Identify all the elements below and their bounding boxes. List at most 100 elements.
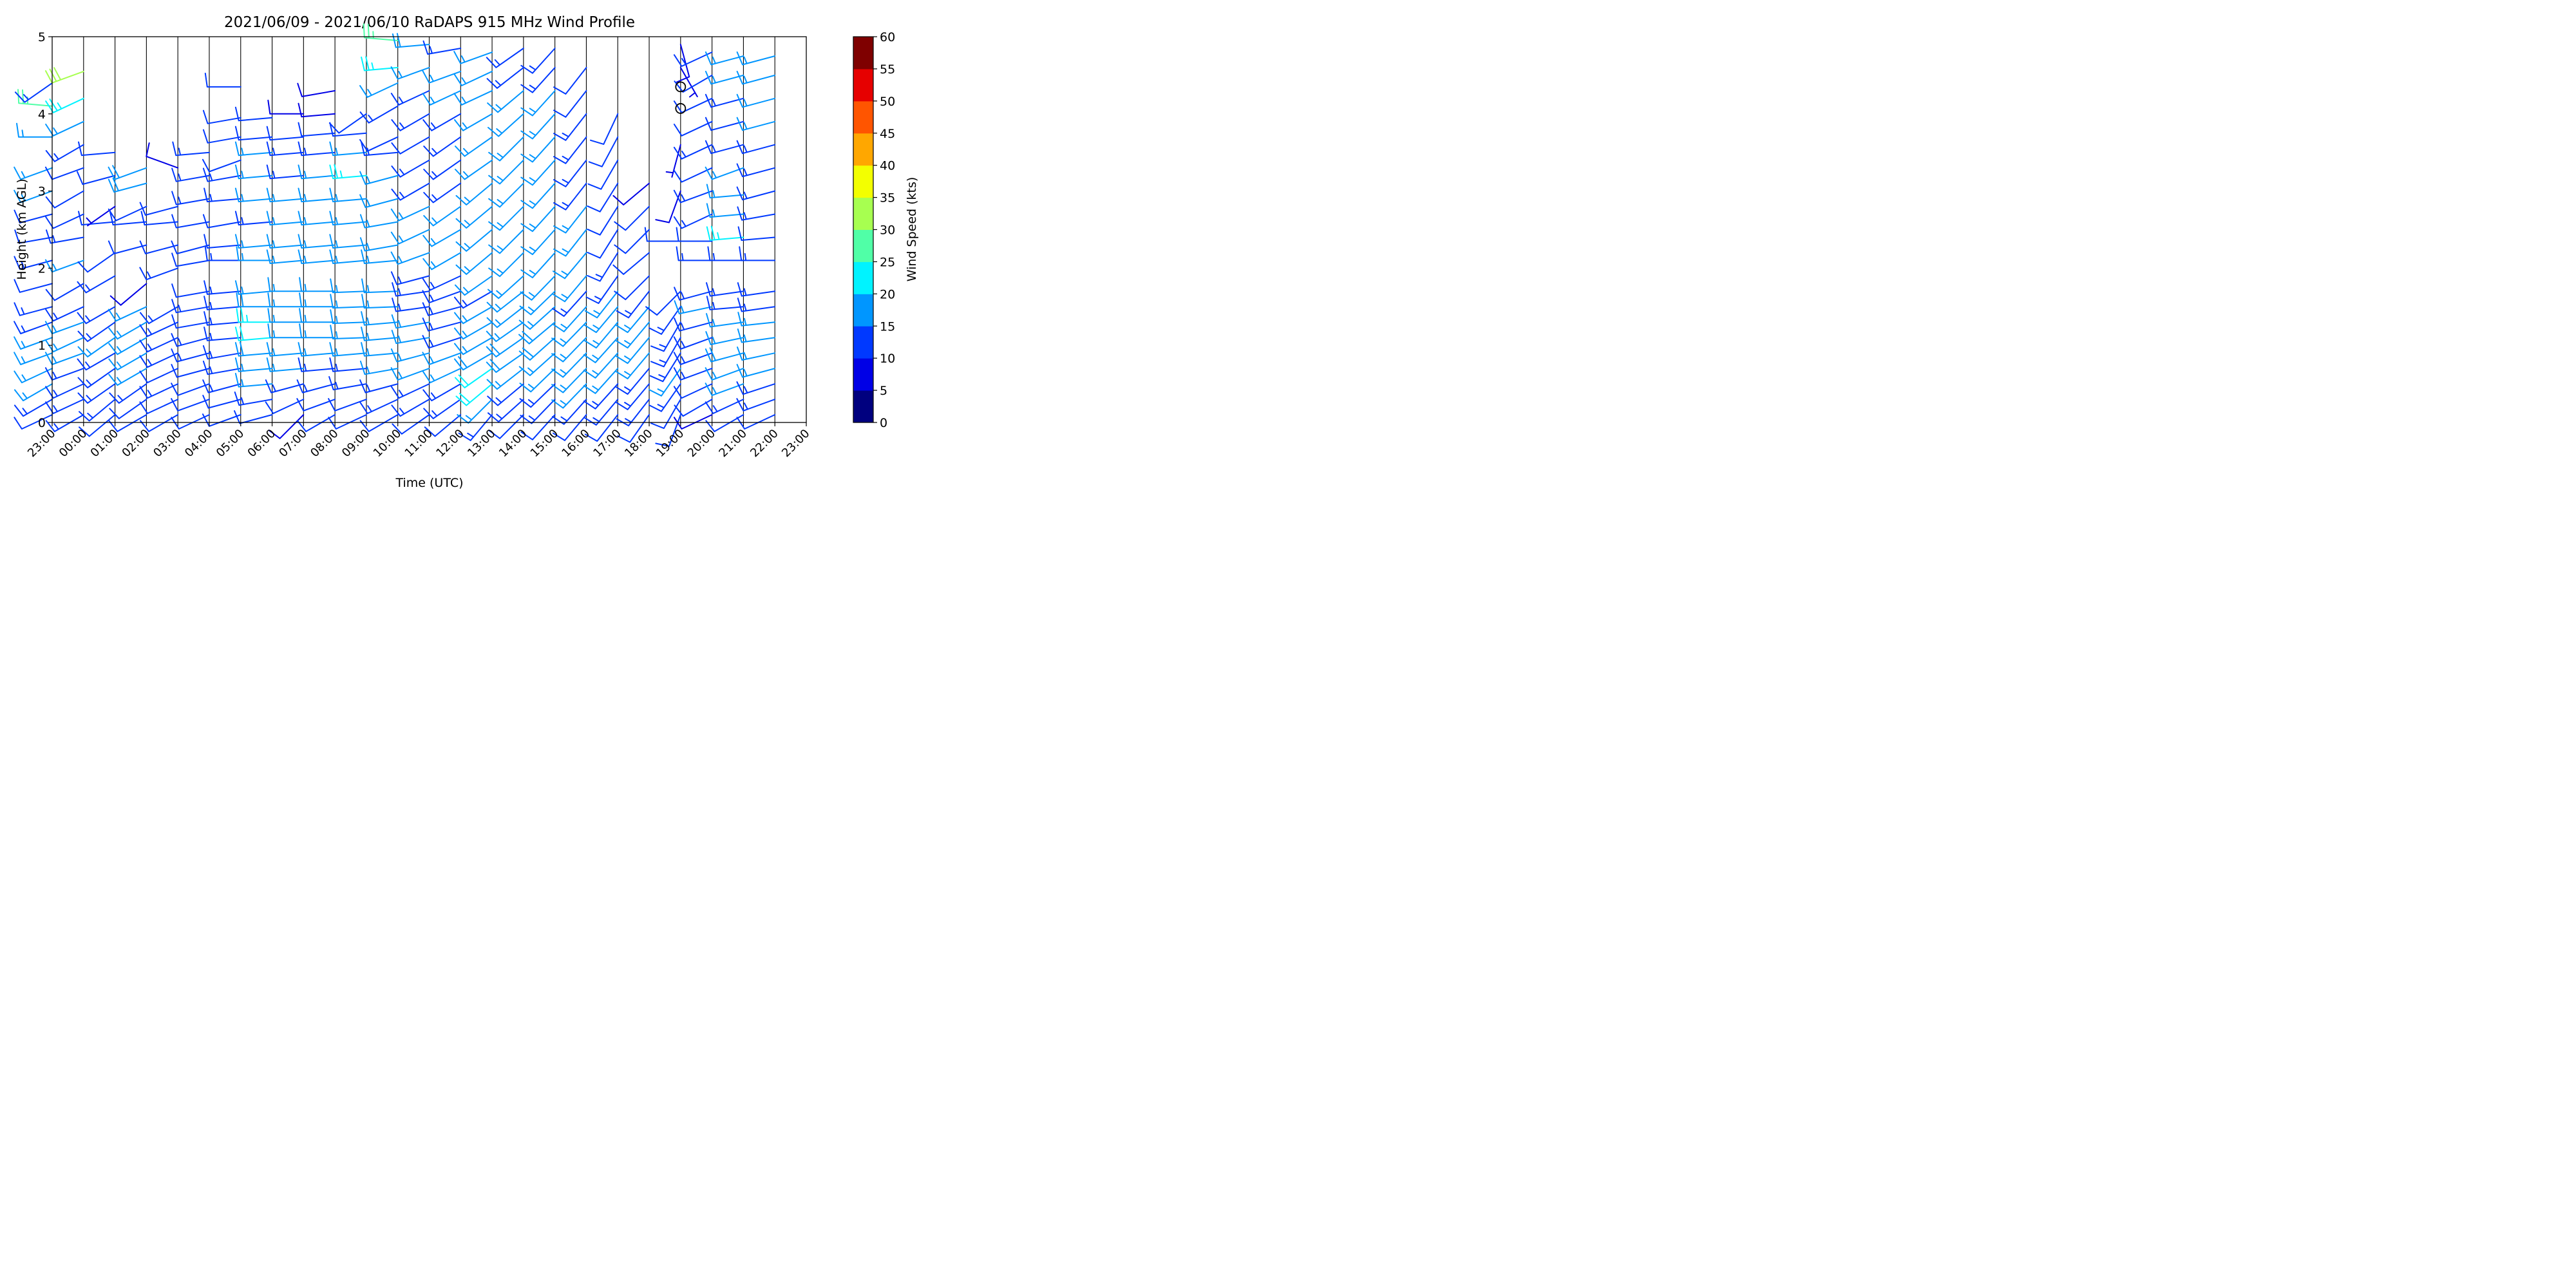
wind-barb [553, 252, 587, 279]
wind-barb [108, 352, 147, 371]
wind-barb [551, 368, 587, 393]
wind-barb [615, 352, 650, 379]
wind-barb [520, 48, 556, 74]
wind-barb [737, 298, 776, 312]
wind-barb [171, 364, 210, 378]
wind-barb [705, 51, 744, 66]
x-tick-label: 23:00 [779, 427, 813, 460]
wind-barb [204, 327, 242, 341]
colorbar: 0 5 10 15 20 25 30 35 40 45 50 55 60 [853, 30, 895, 430]
wind-barb [391, 136, 430, 155]
x-tick-label: 23:00 [25, 427, 59, 460]
wind-barb [617, 414, 650, 443]
wind-barb [392, 33, 430, 48]
wind-barb [673, 120, 713, 137]
wind-barb [422, 229, 462, 247]
wind-barb [649, 383, 681, 412]
colorbar-segment [853, 165, 873, 198]
wind-barb [77, 321, 116, 343]
wind-barb [328, 414, 367, 430]
wind-barb [139, 337, 179, 353]
wind-barb [422, 368, 462, 384]
wind-barb [615, 306, 650, 334]
wind-barb [673, 336, 713, 350]
x-axis-label: Time (UTC) [395, 476, 463, 490]
wind-barb [202, 158, 242, 173]
wind-barb [234, 141, 273, 156]
wind-barb [518, 306, 556, 330]
wind-barb [171, 314, 210, 329]
wind-barb [422, 317, 462, 332]
wind-barb [267, 292, 305, 308]
wind-barb [583, 368, 619, 394]
wind-barb [488, 159, 524, 185]
wind-barb [707, 246, 744, 261]
wind-barb [455, 229, 493, 252]
wind-barb [328, 376, 367, 391]
wind-barb [361, 141, 399, 156]
wind-barb [390, 271, 430, 285]
wind-barb [202, 395, 242, 409]
wind-barb [705, 331, 744, 345]
wind-barb [391, 113, 430, 131]
wind-barb [520, 205, 556, 232]
wind-barb [676, 44, 690, 83]
wind-barb [266, 164, 305, 180]
wind-barb [736, 163, 776, 178]
wind-barb [359, 82, 399, 98]
wind-barb [455, 136, 493, 157]
wind-barb [520, 182, 556, 209]
x-tick-label: 16:00 [559, 427, 592, 460]
wind-barb [139, 321, 179, 337]
calm-markers [675, 81, 687, 114]
colorbar-tick-label: 10 [880, 352, 895, 366]
wind-barb [458, 414, 493, 441]
x-tick-label: 00:00 [57, 427, 90, 460]
wind-barb [488, 252, 524, 278]
wind-barb [14, 399, 53, 417]
wind-barb [736, 414, 776, 430]
wind-barb [234, 410, 273, 424]
wind-barb [736, 140, 776, 155]
wind-barb [705, 70, 744, 85]
wind-barb [391, 399, 430, 417]
colorbar-segment [853, 68, 873, 102]
wind-barb [422, 70, 462, 84]
colorbar-segment [853, 37, 873, 70]
wind-barb [583, 352, 619, 379]
wind-barb [583, 306, 619, 334]
wind-barb [204, 187, 242, 203]
wind-barb [108, 306, 147, 322]
wind-barb [44, 367, 84, 381]
wind-barb [737, 312, 776, 327]
wind-barb [614, 275, 650, 301]
wind-barb [297, 82, 336, 97]
x-tick-label: 14:00 [497, 427, 530, 460]
wind-barb [585, 275, 619, 304]
colorbar-tick-label: 60 [880, 30, 895, 44]
wind-barb [583, 383, 619, 410]
wind-barb [737, 206, 776, 221]
wind-barb [139, 352, 179, 368]
wind-barb [737, 282, 776, 297]
wind-barb [705, 347, 744, 363]
colorbar-tick-label: 40 [880, 159, 895, 173]
wind-barb [204, 72, 242, 88]
wind-barb [234, 373, 273, 388]
wind-barb [488, 113, 524, 137]
wind-barb [266, 342, 305, 357]
wind-barb [108, 177, 147, 193]
x-tick-label: 08:00 [308, 427, 341, 460]
wind-barb [706, 296, 744, 310]
calm-marker [675, 81, 687, 93]
wind-barb [736, 186, 776, 201]
wind-barb [171, 167, 210, 182]
y-tick-label: 5 [38, 30, 46, 44]
wind-barb [268, 414, 305, 439]
wind-barb [673, 189, 713, 204]
wind-barb [45, 120, 84, 137]
wind-barb [77, 368, 116, 388]
wind-barb [645, 290, 681, 316]
wind-barb [423, 205, 462, 227]
wind-barb [551, 352, 587, 378]
